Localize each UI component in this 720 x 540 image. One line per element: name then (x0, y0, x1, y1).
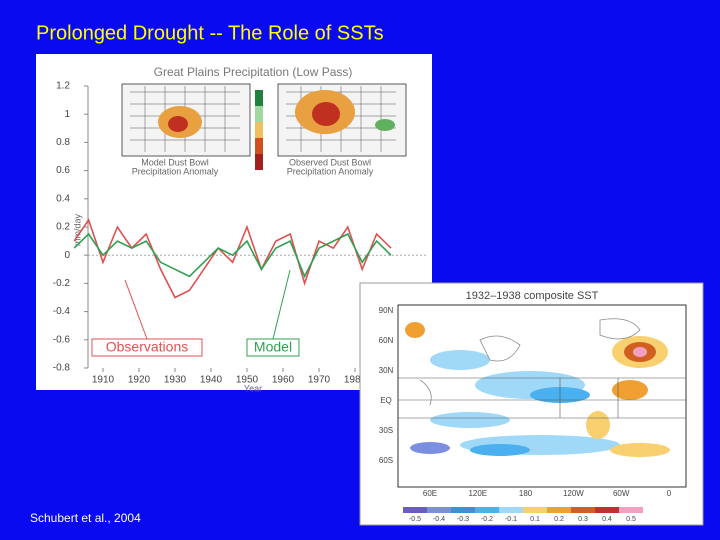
x-tick-label: 1930 (164, 375, 187, 386)
colorbar-label: -0.3 (457, 516, 469, 523)
y-tick-label: -0.6 (53, 334, 71, 345)
lat-label: 60S (379, 456, 393, 465)
color-scale (255, 90, 263, 170)
y-tick-label: 0.8 (56, 137, 70, 148)
map-label: Precipitation Anomaly (287, 166, 374, 176)
lat-label: 60N (379, 336, 394, 345)
lon-label: 60E (423, 489, 437, 498)
colorbar-label: -0.5 (409, 516, 421, 523)
y-tick-label: -0.8 (53, 363, 71, 374)
x-tick-label: 1980 (344, 375, 367, 386)
map-label: Observed Dust Bowl (289, 157, 371, 167)
sst-field (397, 304, 687, 488)
colorbar-swatch (499, 507, 523, 513)
x-tick-label: 1970 (308, 375, 331, 386)
colorbar-swatch (523, 507, 547, 513)
colorbar-swatch (547, 507, 571, 513)
x-tick-label: 1910 (92, 375, 115, 386)
map-axes: 90N 60N 30N EQ 30S 60S 60E 120E 180 120W 60W 0 -0.5 -… (379, 306, 672, 523)
colorbar-label: 0.3 (578, 516, 588, 523)
lat-label: 90N (379, 306, 394, 315)
plot-area: 1.2 1 0.8 0.6 0.4 0.2 0 -0.2 -0.4 -0.6 -0.8 1910 192… (53, 81, 428, 386)
x-tick-label: 1960 (272, 375, 295, 386)
lat-label: 30S (379, 426, 393, 435)
slide-title: Prolonged Drought -- The Role of SSTs (36, 22, 384, 44)
y-tick-label: 0.4 (56, 193, 70, 204)
x-tick-label: 1920 (128, 375, 151, 386)
y-tick-label: 0 (64, 250, 70, 261)
y-tick-label: 0.2 (56, 222, 70, 233)
lat-label: 30N (379, 366, 394, 375)
colorbar-label: 0.5 (626, 516, 636, 523)
y-tick-label: -0.4 (53, 306, 71, 317)
x-tick-label: 1940 (200, 375, 223, 386)
colorbar-label: 0.4 (602, 516, 612, 523)
figure-title: Great Plains Precipitation (Low Pass) (154, 65, 353, 79)
x-axis-label: Year (244, 383, 262, 393)
lon-label: 120E (468, 489, 487, 498)
colorbar-label: -0.1 (505, 516, 517, 523)
colorbar-swatch (595, 507, 619, 513)
colorbar-swatch (475, 507, 499, 513)
colorbar-swatch (619, 507, 643, 513)
us-map (277, 83, 407, 157)
lon-label: 60W (613, 489, 630, 498)
colorbar-label: -0.4 (433, 516, 445, 523)
lon-label: 120W (563, 489, 584, 498)
footer: Schubert et al., 2004 (30, 511, 141, 525)
map-label: Precipitation Anomaly (132, 166, 219, 176)
colorbar-label: 0.1 (530, 516, 540, 523)
colorbar-swatch (403, 507, 427, 513)
series-line (73, 232, 392, 279)
map-label: Model Dust Bowl (141, 157, 209, 167)
sst-figure: 1932–1938 composite SST 90N 60N 30N EQ 30S 60… (359, 282, 704, 526)
y-tick-label: 1 (64, 109, 70, 120)
colorbar-swatch (571, 507, 595, 513)
lon-label: 0 (667, 489, 672, 498)
series-line (73, 218, 392, 299)
annotation: Observations (106, 339, 188, 355)
x-tick-label: 1950 (236, 375, 259, 386)
y-axis-label: mm/day (72, 214, 82, 247)
y-tick-label: 1.2 (56, 81, 70, 92)
lat-label: EQ (380, 396, 392, 405)
y-tick-label: 0.6 (56, 165, 70, 176)
y-tick-label: -0.2 (53, 278, 71, 289)
colorbar-swatch (427, 507, 451, 513)
colorbar-swatch (451, 507, 475, 513)
leader-line (124, 279, 148, 340)
figure-title: 1932–1938 composite SST (466, 290, 599, 302)
annotation: Model (254, 339, 292, 355)
colorbar-label: -0.2 (481, 516, 493, 523)
leader-line (272, 269, 291, 340)
us-map (121, 83, 251, 157)
lon-label: 180 (519, 489, 533, 498)
colorbar-label: 0.2 (554, 516, 564, 523)
